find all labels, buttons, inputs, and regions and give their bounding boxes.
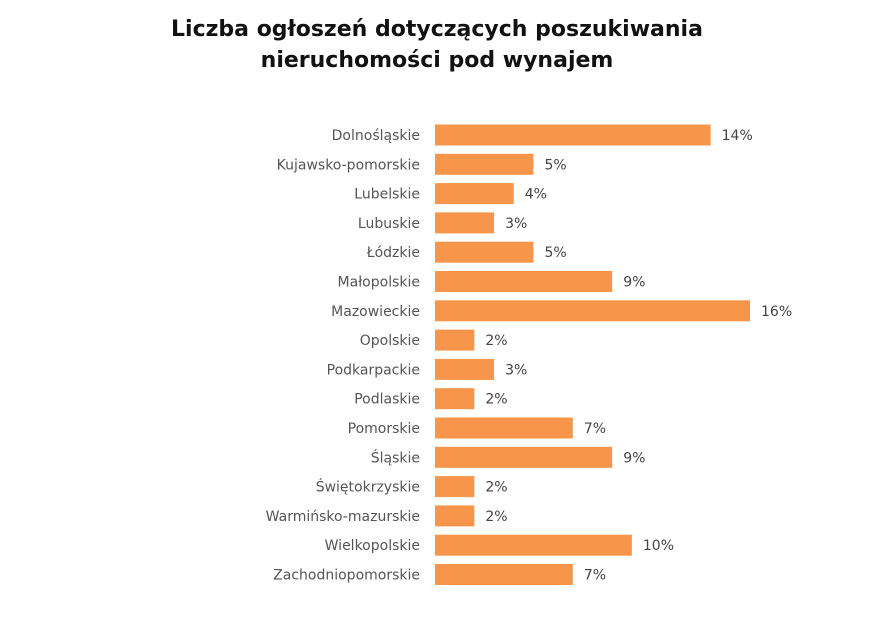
bar — [435, 358, 495, 380]
bar — [435, 417, 573, 439]
value-label: 9% — [623, 275, 645, 291]
bar — [435, 388, 475, 410]
bar — [435, 300, 750, 322]
category-label: Podlaskie — [354, 392, 420, 408]
category-label: Pomorskie — [348, 421, 420, 437]
bar — [435, 124, 711, 146]
value-label: 3% — [505, 362, 527, 378]
category-label: Mazowieckie — [331, 304, 420, 320]
category-label: Wielkopolskie — [325, 538, 420, 554]
category-label: Śląskie — [371, 448, 420, 466]
chart-title-line-2: nieruchomości pod wynajem — [260, 48, 614, 73]
bar — [435, 476, 475, 498]
bar — [435, 329, 475, 351]
value-label: 3% — [505, 216, 527, 232]
value-label: 2% — [485, 333, 507, 349]
value-label: 5% — [544, 157, 566, 173]
chart-title-line-1: Liczba ogłoszeń dotyczących poszukiwania — [171, 17, 703, 42]
value-label: 2% — [485, 509, 507, 525]
category-label: Lubuskie — [358, 216, 420, 232]
category-label: Lubelskie — [354, 187, 420, 203]
bar — [435, 212, 495, 234]
bar — [435, 534, 632, 556]
category-label: Warmińsko-mazurskie — [266, 509, 420, 525]
bar — [435, 241, 534, 263]
value-label: 4% — [525, 187, 547, 203]
value-label: 10% — [643, 538, 674, 554]
bar — [435, 446, 613, 468]
bar — [435, 271, 613, 292]
category-label: Łódzkie — [366, 245, 420, 261]
value-label: 7% — [584, 421, 606, 437]
category-label: Zachodniopomorskie — [273, 568, 420, 584]
category-label: Świętokrzyskie — [316, 478, 420, 496]
bar — [435, 183, 514, 205]
category-label: Małopolskie — [338, 275, 420, 291]
value-label: 7% — [584, 568, 606, 584]
value-label: 14% — [722, 128, 753, 144]
category-label: Opolskie — [360, 333, 420, 349]
category-label: Podkarpackie — [327, 362, 420, 378]
category-label: Kujawsko-pomorskie — [277, 157, 420, 173]
category-label: Dolnośląskie — [332, 128, 420, 144]
bar — [435, 505, 475, 527]
value-label: 2% — [485, 480, 507, 496]
chart-title: Liczba ogłoszeń dotyczących poszukiwania… — [0, 14, 874, 76]
value-label: 5% — [544, 245, 566, 261]
bar — [435, 564, 573, 585]
value-label: 2% — [485, 392, 507, 408]
value-label: 9% — [623, 450, 645, 466]
bar — [435, 153, 534, 175]
value-label: 16% — [761, 304, 792, 320]
